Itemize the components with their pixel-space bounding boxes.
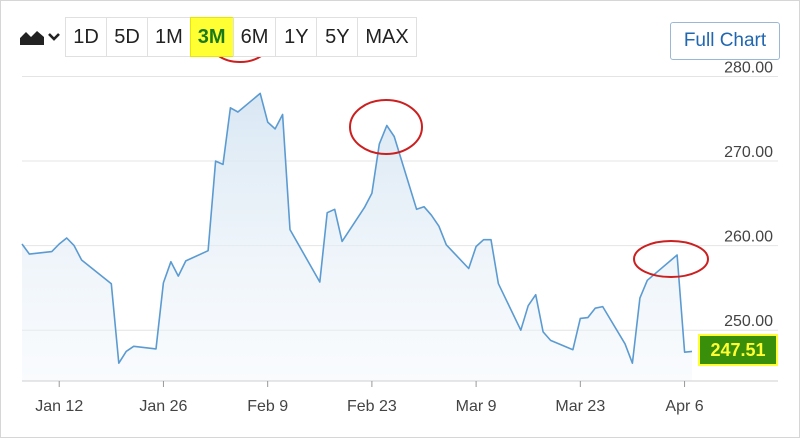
y-tick-label: 260.00: [724, 229, 773, 246]
x-tick-label: Jan 12: [35, 398, 83, 415]
range-button-1M[interactable]: 1M: [147, 17, 191, 57]
x-tick-label: Feb 23: [347, 398, 397, 415]
area-fill: [22, 93, 692, 382]
area-path: [22, 93, 692, 382]
y-axis-labels: 280.00 270.00 260.00 250.00: [724, 59, 773, 330]
annotation-circle-apr-peak: [633, 240, 709, 278]
price-line: [21, 92, 693, 364]
x-tick-label: Jan 26: [139, 398, 187, 415]
current-price-tag: 247.51: [698, 334, 778, 366]
range-button-5D[interactable]: 5D: [106, 17, 148, 57]
range-button-1Y[interactable]: 1Y: [275, 17, 318, 57]
x-tick-label: Mar 23: [555, 398, 605, 415]
x-tick-label: Feb 9: [247, 398, 288, 415]
annotation-circle-feb-peak: [349, 99, 423, 155]
range-toolbar: 1D 5D 1M 3M 6M 1Y 5Y MAX: [14, 17, 417, 57]
price-series: [21, 92, 693, 364]
y-tick-label: 250.00: [724, 313, 773, 330]
y-tick-label: 270.00: [724, 144, 773, 161]
area-chart-icon: [19, 28, 45, 45]
range-button-5Y[interactable]: 5Y: [316, 17, 359, 57]
range-button-1D[interactable]: 1D: [65, 17, 107, 57]
x-tick-label: Apr 6: [665, 398, 703, 415]
range-button-MAX[interactable]: MAX: [357, 17, 417, 57]
y-tick-label: 280.00: [724, 59, 773, 76]
range-button-3M[interactable]: 3M: [189, 17, 234, 57]
chevron-down-icon: [48, 33, 60, 41]
chart-type-selector[interactable]: [14, 17, 66, 57]
full-chart-button[interactable]: Full Chart: [670, 22, 780, 60]
x-axis: Jan 12 Jan 26 Feb 9 Feb 23 Mar 9 Mar 23 Apr 6: [22, 380, 778, 415]
x-tick-label: Mar 9: [456, 398, 497, 415]
range-button-6M[interactable]: 6M: [232, 17, 277, 57]
